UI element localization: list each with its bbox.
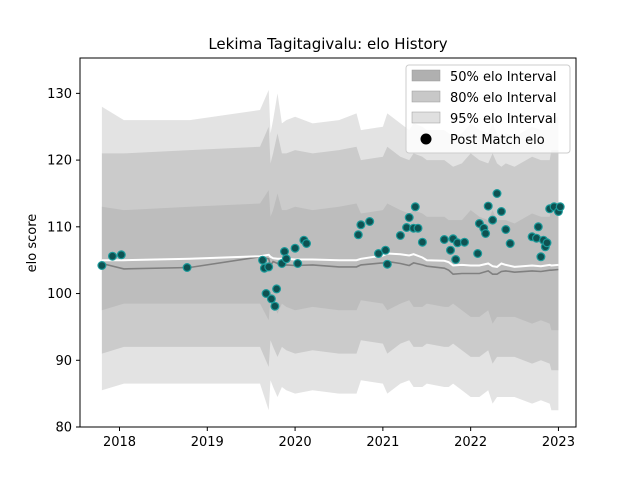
y-tick-label: 120 — [47, 154, 72, 169]
post-match-point — [488, 215, 498, 225]
post-match-point — [555, 202, 565, 212]
y-tick-label: 100 — [47, 287, 72, 302]
post-match-point — [182, 263, 192, 273]
post-match-point — [413, 223, 423, 233]
post-match-point — [116, 250, 126, 260]
x-tick-label: 2019 — [191, 435, 224, 450]
post-match-point — [417, 237, 427, 247]
legend-label: 50% elo Interval — [450, 70, 557, 85]
plot-area — [97, 90, 565, 411]
post-match-point — [501, 225, 511, 235]
post-match-point — [533, 222, 543, 232]
y-tick-label: 110 — [47, 220, 72, 235]
elo-lines — [101, 252, 559, 276]
post-match-point — [97, 261, 107, 271]
post-match-point — [536, 252, 546, 262]
x-axis: 2018 2019 2020 2021 2022 2023 — [103, 427, 575, 450]
x-tick-label: 2021 — [366, 435, 399, 450]
post-match-point — [483, 201, 493, 211]
y-axis-label: elo score — [25, 214, 40, 273]
legend-swatch — [411, 90, 441, 103]
y-tick-label: 90 — [55, 354, 72, 369]
legend: 50% elo Interval 80% elo Interval 95% elo … — [405, 64, 571, 154]
post-match-points — [97, 189, 565, 311]
post-match-point — [473, 249, 483, 259]
post-match-point — [446, 245, 456, 255]
post-match-point — [272, 284, 282, 294]
post-match-point — [395, 231, 405, 241]
post-match-point — [290, 243, 300, 253]
legend-swatch — [411, 69, 441, 82]
post-match-point — [382, 259, 392, 269]
post-match-point — [264, 262, 274, 272]
mean-elo-line — [101, 252, 559, 268]
post-match-point — [280, 247, 290, 257]
post-match-point — [381, 245, 391, 255]
legend-label: Post Match elo — [450, 133, 545, 148]
legend-label: 95% elo Interval — [450, 112, 557, 127]
post-match-point — [481, 229, 491, 239]
post-match-point — [302, 239, 312, 249]
post-match-point — [410, 202, 420, 212]
y-axis: 80 90 100 110 120 130 — [47, 87, 80, 436]
post-match-point — [270, 301, 280, 311]
chart-title: Lekima Tagitagivalu: elo History — [208, 35, 447, 53]
x-tick-label: 2022 — [454, 435, 487, 450]
post-match-point — [258, 255, 268, 265]
y-tick-label: 80 — [55, 421, 72, 436]
post-match-point — [293, 259, 303, 269]
y-tick-label: 130 — [47, 87, 72, 102]
x-tick-label: 2020 — [279, 435, 312, 450]
legend-marker — [420, 133, 432, 145]
post-match-point — [439, 235, 449, 245]
post-match-point — [353, 230, 363, 240]
post-match-point — [261, 289, 271, 299]
axes-frame — [79, 57, 577, 428]
post-match-point — [281, 254, 291, 264]
post-match-point — [460, 237, 470, 247]
post-match-point — [496, 207, 506, 217]
post-match-point — [266, 294, 276, 304]
post-match-point — [451, 255, 461, 265]
x-tick-label: 2023 — [542, 435, 575, 450]
legend-swatch — [411, 111, 441, 124]
legend-label: 80% elo Interval — [450, 91, 557, 106]
post-match-point — [356, 220, 366, 230]
x-tick-label: 2018 — [103, 435, 136, 450]
post-match-point — [492, 189, 502, 199]
post-match-point — [107, 251, 117, 261]
legend-frame — [405, 64, 571, 154]
post-match-point — [374, 249, 384, 259]
median-elo-line — [101, 255, 559, 276]
post-match-point — [404, 213, 414, 223]
post-match-point — [505, 239, 515, 249]
post-match-point — [542, 238, 552, 248]
post-match-point — [365, 217, 375, 227]
